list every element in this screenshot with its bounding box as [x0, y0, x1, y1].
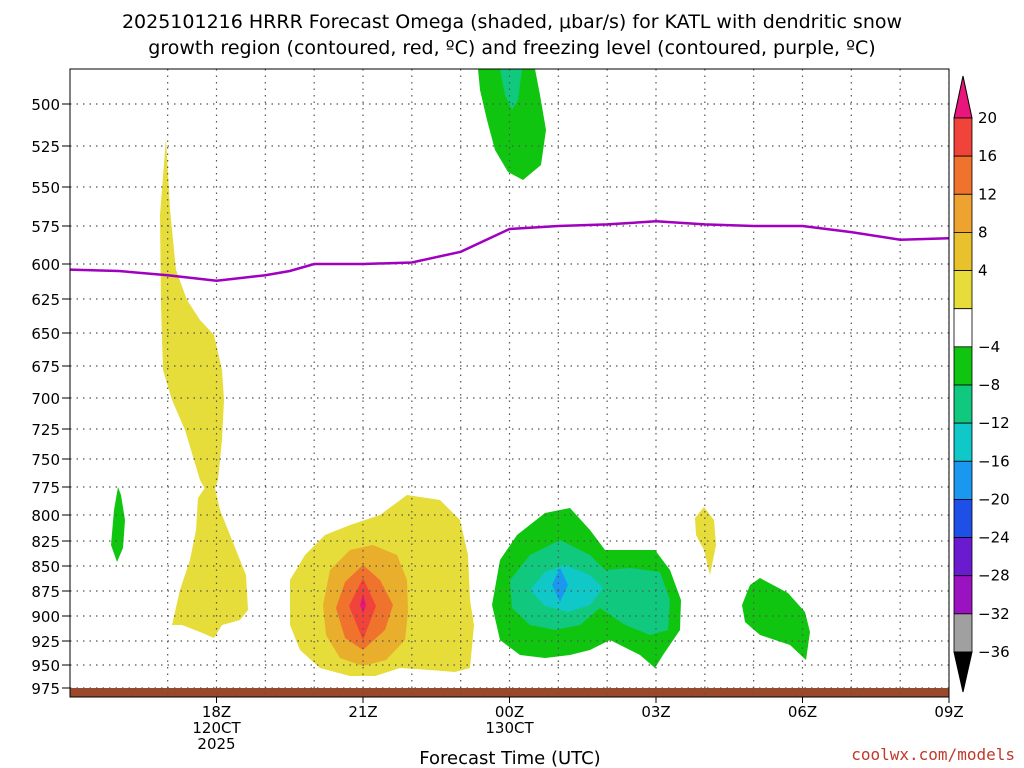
chart-title-line2: growth region (contoured, red, ºC) and f…: [148, 37, 875, 59]
y-tick-label: 900: [31, 608, 60, 626]
omega-shading: [111, 69, 810, 676]
x-tick-label: 06Z: [788, 703, 817, 721]
y-tick-label: 875: [31, 583, 60, 601]
omega-shade-negative-16: [552, 568, 568, 602]
omega-shade-positive-4: [172, 480, 248, 638]
colorbar-swatch: [953, 613, 973, 653]
chart-title-line1: 2025101216 HRRR Forecast Omega (shaded, …: [122, 11, 902, 33]
x-tick-label: 00Z: [495, 703, 524, 721]
colorbar-label: 12: [978, 185, 997, 203]
colorbar-label: −20: [978, 490, 1010, 508]
colorbar-label: −16: [978, 452, 1010, 470]
y-tick-label: 500: [31, 96, 60, 114]
credit-link[interactable]: coolwx.com/models: [851, 745, 1015, 764]
y-tick-label: 575: [31, 218, 60, 236]
colorbar: 20 16 12 8 4 −4 −8 −12 −16 −20 −24 −28 −32 −36: [953, 75, 1010, 693]
colorbar-label: −4: [978, 338, 1000, 356]
colorbar-swatch: [953, 193, 973, 233]
y-tick-label: 850: [31, 558, 60, 576]
colorbar-label: 4: [978, 262, 988, 280]
x-axis-label: Forecast Time (UTC): [419, 748, 600, 768]
colorbar-swatch: [953, 575, 973, 615]
y-tick-label: 675: [31, 358, 60, 376]
colorbar-swatch: [953, 308, 973, 348]
plot-area: [69, 68, 950, 698]
colorbar-label: −8: [978, 376, 1000, 394]
y-tick-label: 750: [31, 451, 60, 469]
x-tick-label: 03Z: [641, 703, 670, 721]
colorbar-swatch: [953, 422, 973, 462]
x-tick-label: 120CT: [192, 719, 241, 737]
x-tick-label: 130CT: [485, 719, 534, 737]
colorbar-swatch: [953, 155, 973, 195]
y-tick-label: 600: [31, 256, 60, 274]
colorbar-swatch: [953, 117, 973, 157]
freezing-level-line: [70, 220, 949, 283]
colorbar-swatch: [953, 346, 973, 386]
colorbar-label: 8: [978, 223, 988, 241]
omega-shade-positive-4: [160, 138, 224, 500]
colorbar-swatch: [953, 232, 973, 271]
omega-shade-positive-20: [360, 594, 366, 614]
colorbar-swatch: [953, 460, 973, 500]
colorbar-swatch: [953, 384, 973, 424]
colorbar-label: −36: [978, 643, 1010, 661]
y-tick-label: 925: [31, 633, 60, 651]
colorbar-label: −12: [978, 414, 1010, 432]
colorbar-label: −32: [978, 605, 1010, 623]
x-tick-label: 2025: [197, 735, 235, 753]
y-tick-label: 650: [31, 325, 60, 343]
y-tick-label: 800: [31, 507, 60, 525]
y-tick-label: 700: [31, 390, 60, 408]
colorbar-swatch: [953, 537, 973, 577]
colorbar-swatch: [953, 651, 973, 693]
colorbar-label: 20: [978, 109, 997, 127]
grid-lines: [70, 69, 949, 697]
y-tick-label: 550: [31, 179, 60, 197]
colorbar-label: 16: [978, 147, 997, 165]
y-tick-label: 625: [31, 291, 60, 309]
y-tick-label: 950: [31, 657, 60, 675]
x-tick-label: 09Z: [934, 703, 963, 721]
colorbar-swatch: [953, 499, 973, 538]
y-axis: 500 525 550 575 600 625 650 675 700 725 750 775 800 8…: [31, 96, 70, 698]
y-tick-label: 775: [31, 479, 60, 497]
x-tick-label: 21Z: [348, 703, 377, 721]
omega-shade-negative-12: [530, 565, 603, 612]
omega-shade-negative-4: [478, 69, 546, 180]
y-tick-label: 725: [31, 421, 60, 439]
y-tick-label: 975: [31, 680, 60, 698]
omega-shade-positive-4: [695, 507, 716, 575]
colorbar-swatch: [953, 75, 973, 119]
colorbar-label: −24: [978, 529, 1010, 547]
y-tick-label: 525: [31, 138, 60, 156]
terrain-band: [70, 688, 949, 697]
colorbar-label: −28: [978, 567, 1010, 585]
colorbar-swatch: [953, 270, 973, 310]
y-tick-label: 825: [31, 533, 60, 551]
omega-shade-negative-4: [111, 487, 125, 562]
omega-shade-negative-8: [500, 69, 522, 110]
x-tick-label: 18Z: [202, 703, 231, 721]
omega-shade-negative-4: [742, 578, 810, 660]
